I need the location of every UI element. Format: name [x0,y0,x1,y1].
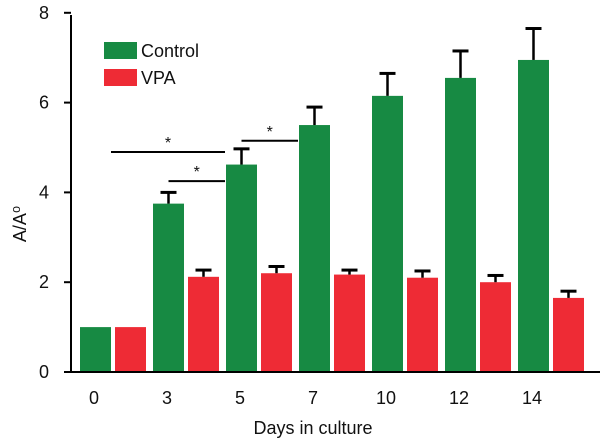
x-axis-title: Days in culture [253,418,372,438]
legend-swatch-vpa [104,69,137,86]
x-axis-ticks: 0 3 5 7 10 12 14 [89,388,542,408]
bar-vpa-day-12 [480,282,511,372]
y-axis-ticks: 0 2 4 6 8 [39,3,71,382]
bar-control-day-10 [372,95,403,373]
y-axis-title: A/A⁰ [10,206,30,242]
legend-label-vpa: VPA [141,68,176,88]
bar-vpa-day-7 [334,274,365,372]
bar-vpa-day-10 [407,277,438,372]
significance-star: * [165,135,171,152]
y-tick-label: 0 [39,362,49,382]
y-tick-label: 2 [39,272,49,292]
x-tick-label: 10 [376,388,396,408]
bar-control-day-12 [445,77,476,372]
bar-control-day-3 [153,203,184,372]
x-tick-label: 14 [522,388,542,408]
x-tick-label: 7 [308,388,318,408]
bars-layer [80,59,584,373]
bar-vpa-day-14 [553,297,584,372]
bar-vpa-day-0 [115,327,146,372]
x-tick-label: 3 [162,388,172,408]
legend-swatch-control [104,42,137,59]
bar-vpa-day-5 [261,273,292,372]
bar-control-day-14 [518,59,549,372]
legend: Control VPA [104,41,199,88]
bar-control-day-7 [299,125,330,372]
bar-control-day-0 [80,327,111,372]
bar-control-day-5 [226,164,257,372]
y-tick-label: 8 [39,3,49,23]
x-tick-label: 12 [449,388,469,408]
significance-star: * [194,164,200,181]
error-bars-layer [160,27,577,298]
x-tick-label: 5 [235,388,245,408]
x-tick-label: 0 [89,388,99,408]
significance-layer: * * * [111,124,298,183]
significance-star: * [267,124,273,141]
bar-vpa-day-3 [188,276,219,372]
y-tick-label: 4 [39,182,49,202]
y-tick-label: 6 [39,93,49,113]
legend-label-control: Control [141,41,199,61]
